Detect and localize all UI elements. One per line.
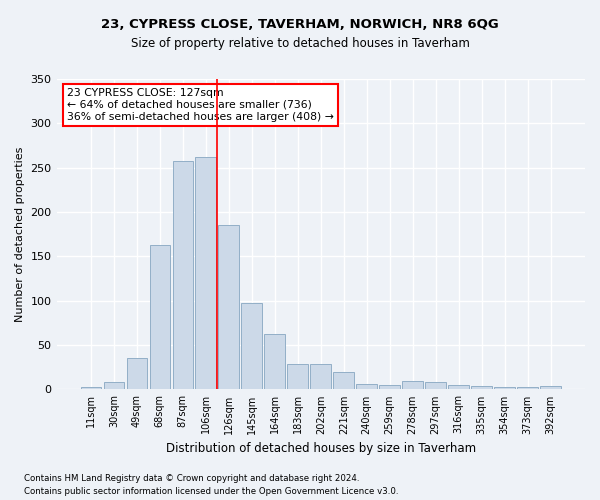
Text: Contains public sector information licensed under the Open Government Licence v3: Contains public sector information licen…: [24, 487, 398, 496]
Bar: [472, 386, 492, 390]
Bar: [540, 386, 561, 390]
Text: 23 CYPRESS CLOSE: 127sqm
← 64% of detached houses are smaller (736)
36% of semi-: 23 CYPRESS CLOSE: 127sqm ← 64% of detach…: [67, 88, 334, 122]
Y-axis label: Number of detached properties: Number of detached properties: [15, 146, 25, 322]
Bar: [173, 162, 193, 390]
Bar: [196, 157, 216, 390]
Bar: [334, 372, 354, 390]
Bar: [403, 382, 423, 390]
Bar: [127, 358, 147, 390]
X-axis label: Distribution of detached houses by size in Taverham: Distribution of detached houses by size …: [166, 442, 476, 455]
Bar: [517, 387, 538, 390]
Text: 23, CYPRESS CLOSE, TAVERHAM, NORWICH, NR8 6QG: 23, CYPRESS CLOSE, TAVERHAM, NORWICH, NR…: [101, 18, 499, 30]
Bar: [149, 245, 170, 390]
Bar: [310, 364, 331, 390]
Bar: [494, 387, 515, 390]
Bar: [379, 385, 400, 390]
Bar: [287, 364, 308, 390]
Bar: [218, 226, 239, 390]
Text: Size of property relative to detached houses in Taverham: Size of property relative to detached ho…: [131, 38, 469, 51]
Bar: [241, 304, 262, 390]
Bar: [425, 382, 446, 390]
Bar: [356, 384, 377, 390]
Text: Contains HM Land Registry data © Crown copyright and database right 2024.: Contains HM Land Registry data © Crown c…: [24, 474, 359, 483]
Bar: [104, 382, 124, 390]
Bar: [265, 334, 285, 390]
Bar: [80, 387, 101, 390]
Bar: [448, 385, 469, 390]
